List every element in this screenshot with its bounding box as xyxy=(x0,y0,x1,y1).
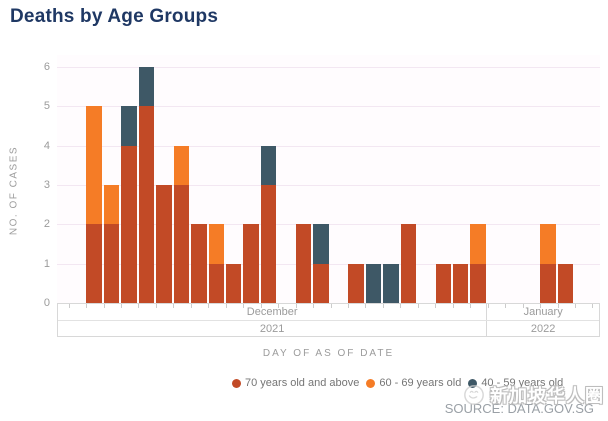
gridline xyxy=(57,106,600,108)
month-label: January xyxy=(523,306,563,318)
y-tick-label: 6 xyxy=(43,61,50,74)
day-tick xyxy=(592,304,594,308)
bar-segment[interactable] xyxy=(225,263,242,303)
month-label-row: December January xyxy=(58,304,599,321)
day-tick xyxy=(86,304,88,308)
bar-segment[interactable] xyxy=(313,224,329,264)
bar-segment[interactable] xyxy=(295,224,312,303)
bar-segment[interactable] xyxy=(540,263,556,303)
legend-label: 70 years old and above xyxy=(245,377,360,389)
y-tick-label: 4 xyxy=(43,139,50,152)
bar-segment[interactable] xyxy=(348,263,364,303)
legend-label: 60 - 69 years old xyxy=(379,377,462,389)
day-tick xyxy=(121,304,123,308)
day-tick xyxy=(278,304,280,308)
day-tick xyxy=(313,304,315,308)
y-tick-label: 0 xyxy=(43,297,50,309)
y-tick-label: 2 xyxy=(43,218,50,231)
bar-segment[interactable] xyxy=(86,224,102,303)
bar-segment[interactable] xyxy=(156,185,172,303)
day-tick xyxy=(435,304,437,308)
day-tick xyxy=(382,304,384,308)
chart-title: Deaths by Age Groups xyxy=(10,6,219,27)
day-tick xyxy=(522,304,524,308)
day-tick xyxy=(417,304,419,308)
bar-segment[interactable] xyxy=(191,224,207,303)
bar-segment[interactable] xyxy=(540,224,556,264)
bar-segment[interactable] xyxy=(121,145,137,303)
bar-segment[interactable] xyxy=(103,185,120,225)
year-label-row: 2021 2022 xyxy=(58,321,599,337)
x-axis-band: December January 2021 2022 xyxy=(57,303,600,337)
legend-item[interactable]: 70 years old and above xyxy=(232,377,359,389)
day-tick xyxy=(138,304,140,308)
legend: 70 years old and above 60 - 69 years old 4… xyxy=(232,377,563,389)
bar-segment[interactable] xyxy=(557,263,574,303)
plot-area xyxy=(57,55,600,303)
day-tick xyxy=(68,304,70,308)
bar-segment[interactable] xyxy=(173,185,190,303)
day-tick xyxy=(452,304,454,308)
bar-segment[interactable] xyxy=(470,224,486,264)
legend-item[interactable]: 40 - 59 years old xyxy=(468,377,563,389)
bar-segment[interactable] xyxy=(313,263,329,303)
day-tick xyxy=(557,304,559,308)
day-tick xyxy=(243,304,245,308)
day-tick xyxy=(400,304,402,308)
day-tick xyxy=(470,304,472,308)
y-tick-label: 1 xyxy=(43,257,50,270)
month-label: December xyxy=(58,304,488,320)
bar-segment[interactable] xyxy=(138,67,155,107)
bar-segment[interactable] xyxy=(208,224,225,264)
gridline xyxy=(57,67,600,69)
bar-segment[interactable] xyxy=(173,145,190,186)
day-tick xyxy=(540,304,542,308)
bar-segment[interactable] xyxy=(243,224,259,303)
source-text: SOURCE: DATA.GOV.SG xyxy=(444,401,594,416)
y-axis-title: NO. OF CASES xyxy=(8,145,20,236)
day-tick xyxy=(208,304,210,308)
legend-item[interactable]: 60 - 69 years old xyxy=(366,377,461,389)
bar-segment[interactable] xyxy=(400,224,417,303)
day-tick xyxy=(505,304,507,308)
day-tick xyxy=(348,304,349,308)
bar-segment[interactable] xyxy=(86,106,102,225)
day-tick xyxy=(103,304,105,308)
day-tick xyxy=(173,304,175,308)
bar-segment[interactable] xyxy=(435,263,451,303)
bar-segment[interactable] xyxy=(470,263,486,303)
gridline xyxy=(57,145,600,147)
year-label: 2022 xyxy=(530,323,556,335)
day-tick xyxy=(260,304,262,308)
legend-color-dot-icon xyxy=(232,378,241,388)
day-tick xyxy=(574,304,576,308)
bar-segment[interactable] xyxy=(365,263,382,303)
x-axis-title: DAY OF AS OF DATE xyxy=(262,348,395,359)
bar-segment[interactable] xyxy=(383,263,399,303)
day-tick xyxy=(365,304,367,308)
y-tick-label: 3 xyxy=(43,179,50,191)
bar-segment[interactable] xyxy=(138,106,155,303)
day-tick xyxy=(225,304,227,308)
bar-segment[interactable] xyxy=(260,185,277,303)
day-tick xyxy=(487,304,489,308)
day-tick xyxy=(330,304,332,308)
legend-color-dot-icon xyxy=(366,378,376,388)
legend-color-dot-icon xyxy=(468,378,478,388)
bar-segment[interactable] xyxy=(260,145,277,186)
bar-segment[interactable] xyxy=(452,263,469,303)
year-label: 2021 xyxy=(58,321,488,337)
day-tick xyxy=(295,304,297,308)
gridline xyxy=(57,185,600,186)
y-tick-label: 5 xyxy=(43,100,50,113)
bar-segment[interactable] xyxy=(103,224,120,303)
day-tick xyxy=(190,304,192,308)
bar-segment[interactable] xyxy=(208,263,225,303)
day-tick xyxy=(155,304,157,308)
legend-label: 40 - 59 years old xyxy=(481,377,564,389)
bar-segment[interactable] xyxy=(121,106,137,146)
